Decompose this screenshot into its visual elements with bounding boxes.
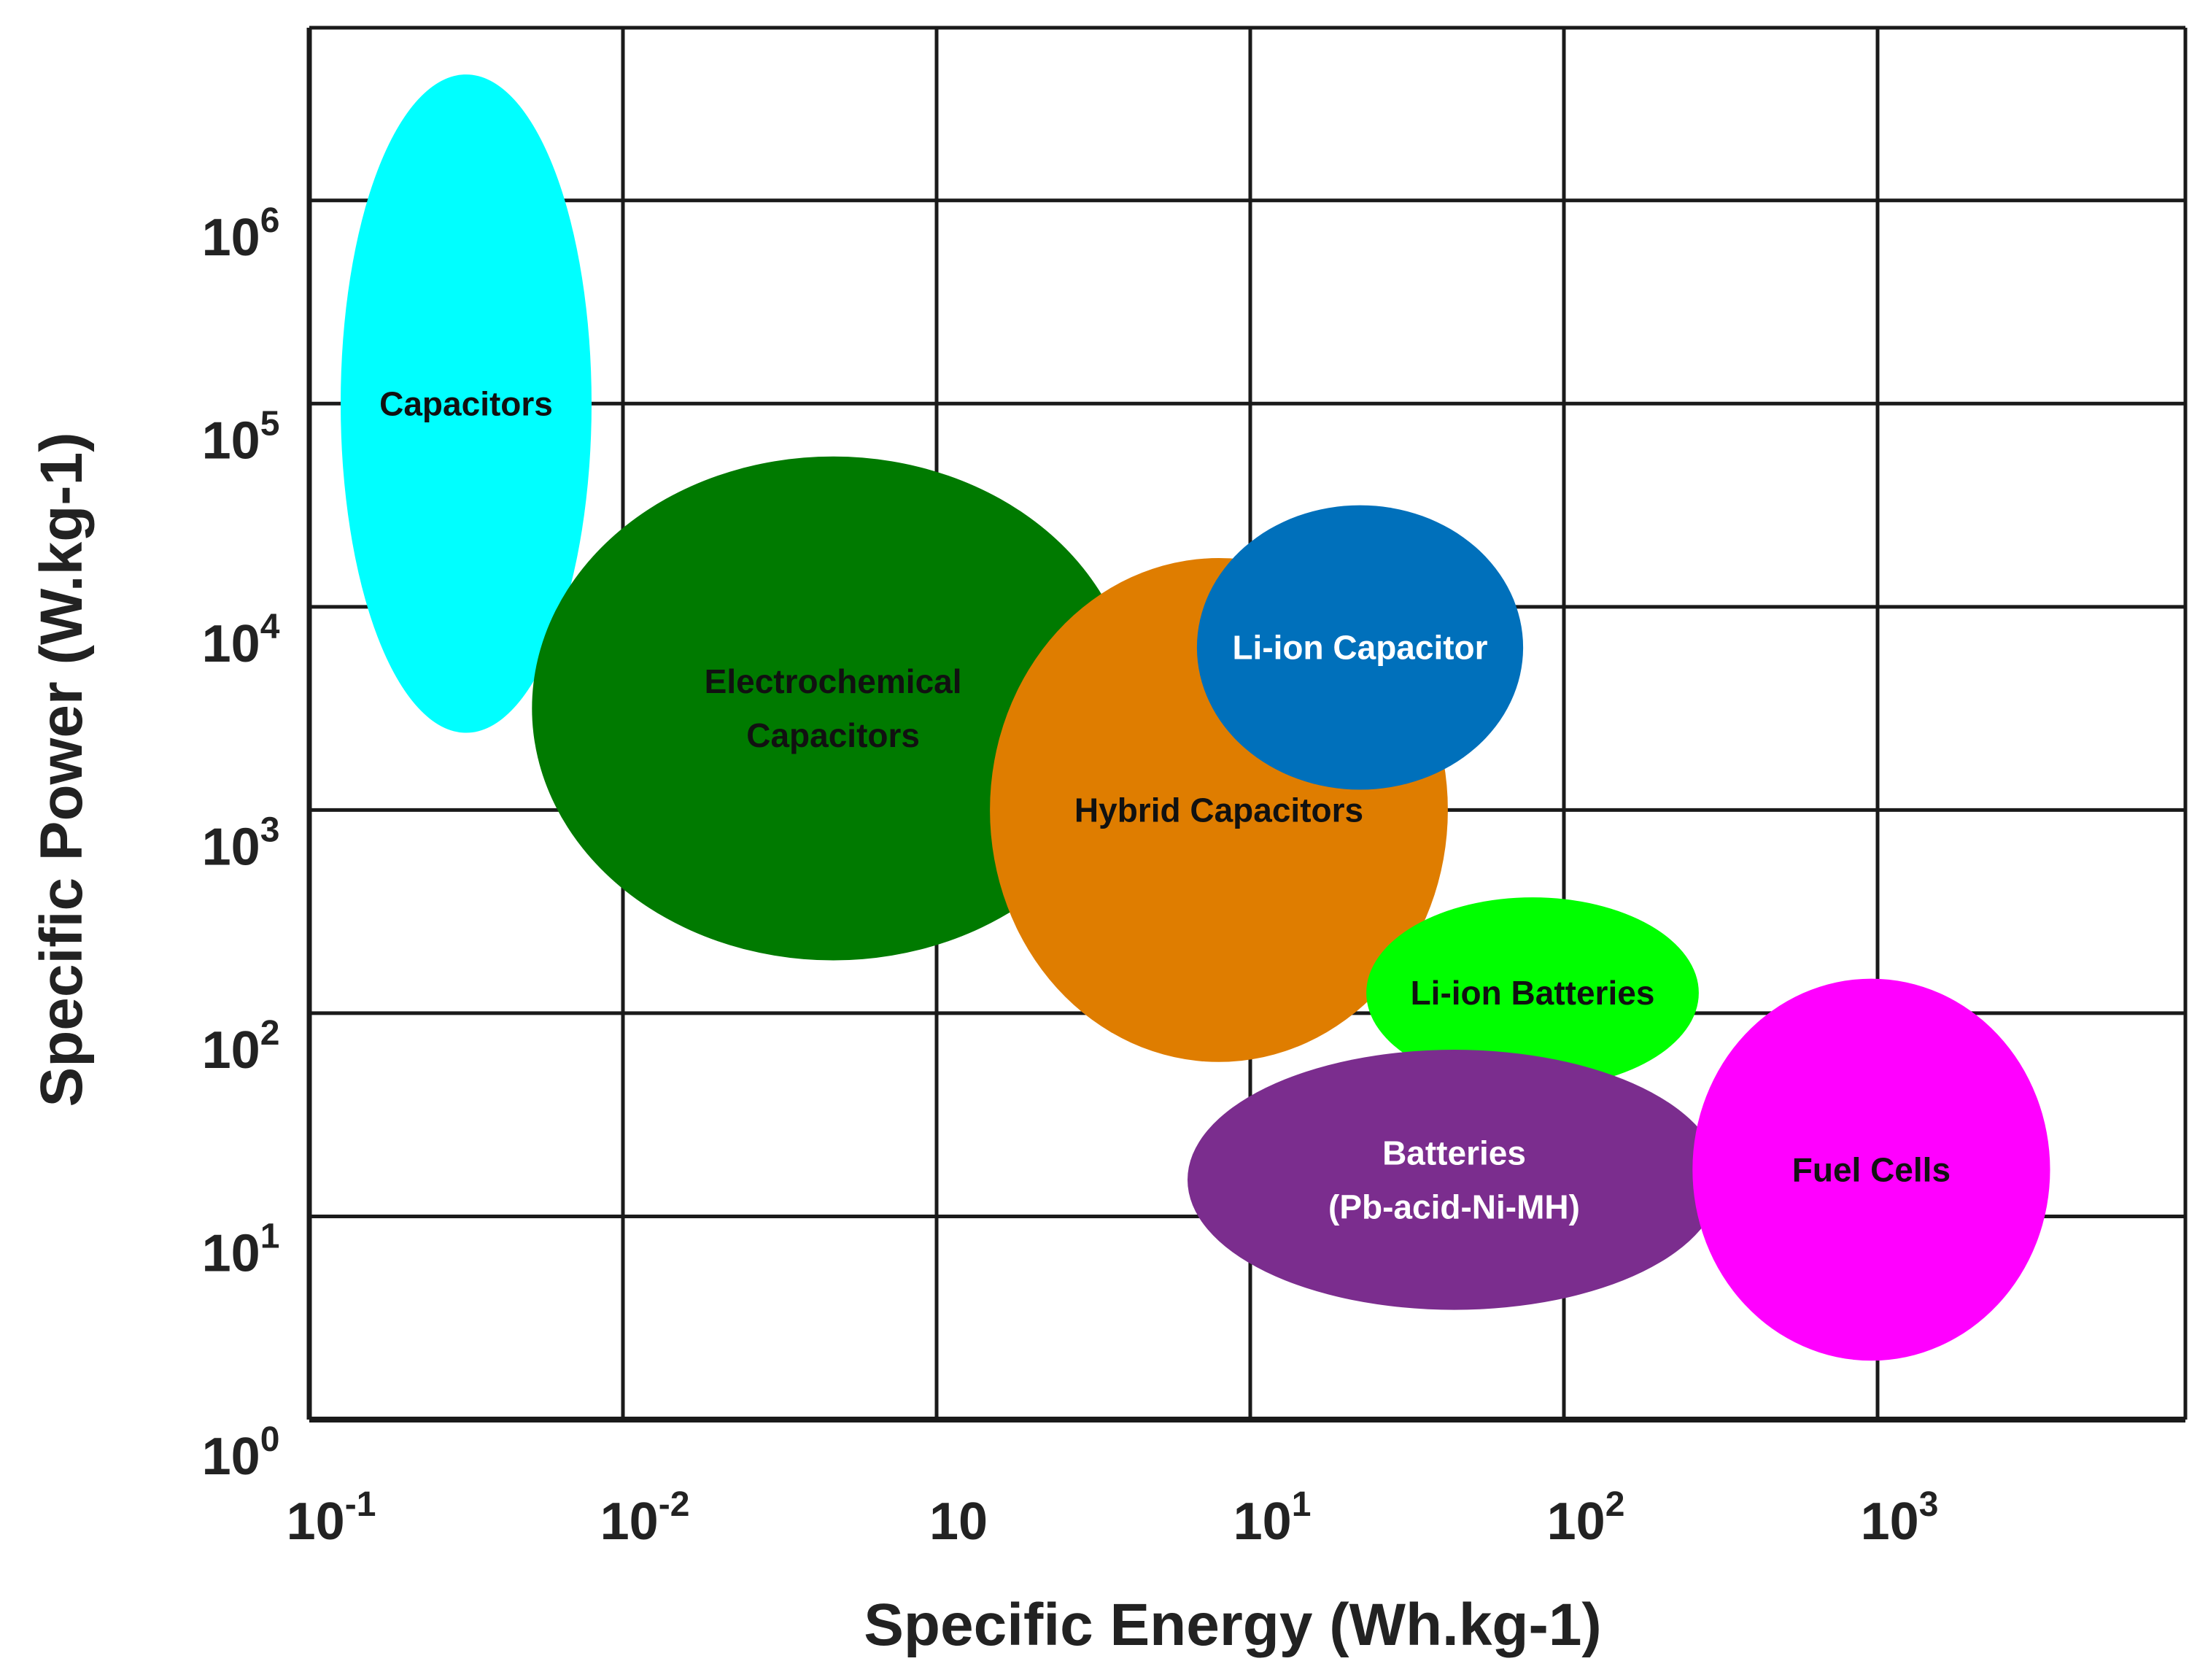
x-tick-1: 10-2 [600, 1485, 690, 1551]
y-axis-title: Specific Power (W.kg-1) [28, 433, 95, 1107]
region-label-5-1: (Pb-acid-Ni-MH) [1328, 1188, 1580, 1226]
region-0 [341, 74, 592, 733]
x-tick-0: 10-1 [287, 1485, 376, 1551]
region-label-1-1: Capacitors [746, 716, 920, 754]
y-tick-1: 101 [202, 1217, 280, 1282]
region-label-0-0: Capacitors [379, 384, 553, 422]
y-tick-4: 104 [202, 608, 280, 673]
region-4 [1366, 897, 1699, 1088]
regions [341, 74, 2050, 1361]
region-label-4-0: Li-ion Batteries [1411, 974, 1655, 1012]
y-tick-3: 103 [202, 810, 280, 876]
x-tick-4: 102 [1547, 1485, 1625, 1551]
y-tick-0: 100 [202, 1420, 280, 1486]
region-label-2-0: Hybrid Capacitors [1074, 791, 1363, 829]
y-tick-5: 105 [202, 404, 280, 470]
y-tick-6: 106 [202, 201, 280, 267]
x-tick-3: 101 [1233, 1485, 1312, 1551]
region-5 [1188, 1050, 1721, 1310]
x-tick-2: 10 [929, 1493, 988, 1551]
plot-frame [306, 26, 2188, 1422]
y-tick-2: 102 [202, 1014, 280, 1080]
y-tick-labels: 100 101 102 103 104 105 106 [202, 201, 280, 1486]
region-label-5-0: Batteries [1382, 1134, 1526, 1172]
x-tick-labels: 10-1 10-2 10 101 102 103 [287, 1485, 1939, 1551]
region-6 [1692, 978, 2050, 1361]
region-label-6-0: Fuel Cells [1792, 1150, 1951, 1188]
x-axis-title: Specific Energy (Wh.kg-1) [864, 1592, 1602, 1658]
region-1 [532, 456, 1134, 961]
region-labels: Capacitors Electrochemical Capacitors Hybri… [379, 384, 1951, 1226]
x-tick-5: 103 [1861, 1485, 1939, 1551]
region-label-3-0: Li-ion Capacitor [1232, 629, 1487, 667]
region-label-1-0: Electrochemical [705, 662, 962, 700]
region-3 [1196, 505, 1524, 790]
